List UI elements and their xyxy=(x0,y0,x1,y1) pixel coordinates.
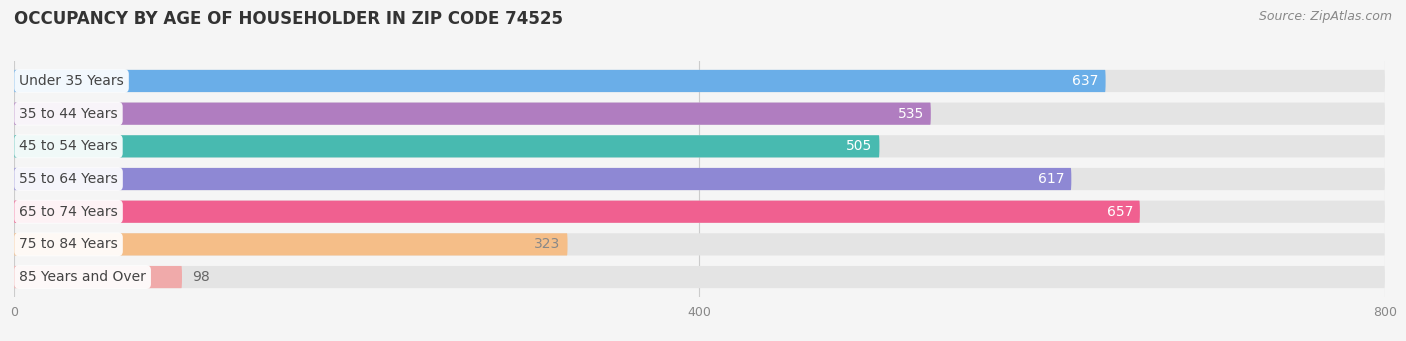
Text: 617: 617 xyxy=(1038,172,1064,186)
FancyBboxPatch shape xyxy=(14,168,1385,190)
FancyBboxPatch shape xyxy=(14,168,1071,190)
Text: 637: 637 xyxy=(1073,74,1098,88)
FancyBboxPatch shape xyxy=(14,266,181,288)
Text: 45 to 54 Years: 45 to 54 Years xyxy=(20,139,118,153)
Text: Under 35 Years: Under 35 Years xyxy=(20,74,124,88)
FancyBboxPatch shape xyxy=(14,201,1385,223)
FancyBboxPatch shape xyxy=(14,233,1385,255)
Text: 505: 505 xyxy=(846,139,873,153)
Text: 323: 323 xyxy=(534,237,561,251)
Text: 85 Years and Over: 85 Years and Over xyxy=(20,270,146,284)
FancyBboxPatch shape xyxy=(14,103,1385,125)
Text: 657: 657 xyxy=(1107,205,1133,219)
FancyBboxPatch shape xyxy=(14,266,1385,288)
FancyBboxPatch shape xyxy=(14,103,931,125)
FancyBboxPatch shape xyxy=(14,233,568,255)
Text: Source: ZipAtlas.com: Source: ZipAtlas.com xyxy=(1258,10,1392,23)
Text: 535: 535 xyxy=(897,107,924,121)
FancyBboxPatch shape xyxy=(14,201,1140,223)
Text: 65 to 74 Years: 65 to 74 Years xyxy=(20,205,118,219)
Text: OCCUPANCY BY AGE OF HOUSEHOLDER IN ZIP CODE 74525: OCCUPANCY BY AGE OF HOUSEHOLDER IN ZIP C… xyxy=(14,10,562,28)
Text: 75 to 84 Years: 75 to 84 Years xyxy=(20,237,118,251)
FancyBboxPatch shape xyxy=(14,135,1385,158)
Text: 98: 98 xyxy=(193,270,209,284)
FancyBboxPatch shape xyxy=(14,135,879,158)
FancyBboxPatch shape xyxy=(14,70,1385,92)
Text: 55 to 64 Years: 55 to 64 Years xyxy=(20,172,118,186)
FancyBboxPatch shape xyxy=(14,70,1105,92)
Text: 35 to 44 Years: 35 to 44 Years xyxy=(20,107,118,121)
